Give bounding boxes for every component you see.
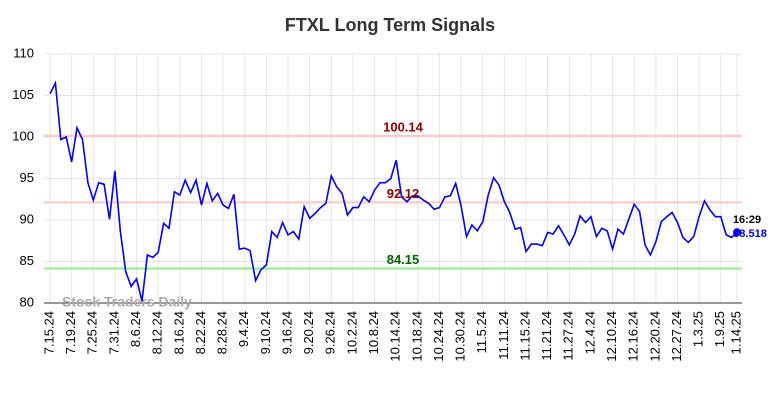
x-tick-label: 8.16.24 [171, 311, 186, 354]
price-line [49, 80, 738, 302]
x-tick-label: 12.10.24 [604, 311, 619, 362]
chart-title: FTXL Long Term Signals [285, 15, 495, 35]
y-tick-label: 80 [20, 294, 34, 309]
x-tick-label: 10.14.24 [388, 311, 403, 362]
x-tick-label: 11.11.24 [496, 311, 511, 360]
x-tick-label: 12.20.24 [647, 311, 662, 362]
threshold-label: 84.15 [387, 252, 420, 267]
x-tick-label: 12.16.24 [626, 311, 641, 362]
x-tick-label: 10.8.24 [366, 311, 381, 354]
y-tick-label: 110 [13, 45, 34, 60]
x-tick-label: 11.15.24 [517, 311, 532, 361]
x-tick-label: 10.30.24 [453, 311, 468, 362]
x-tick-label: 8.28.24 [215, 311, 230, 354]
x-tick-label: 9.16.24 [279, 311, 294, 354]
y-tick-label: 105 [12, 87, 34, 102]
last-time: 16:29 [733, 214, 761, 226]
y-tick-label: 100 [12, 128, 34, 143]
x-tick-label: 12.27.24 [669, 311, 684, 362]
x-tick-label: 7.15.24 [41, 311, 56, 354]
last-value: 88.518 [733, 228, 767, 240]
y-tick-label: 90 [20, 211, 34, 226]
x-tick-label: 10.24.24 [431, 311, 446, 362]
x-tick-label: 9.4.24 [236, 311, 251, 347]
x-tick-label: 11.27.24 [561, 311, 576, 361]
x-tick-label: 7.31.24 [106, 311, 121, 354]
x-tick-label: 1.9.25 [712, 311, 727, 347]
watermark: Stock Traders Daily [62, 294, 192, 310]
x-tick-label: 7.25.24 [85, 311, 100, 354]
threshold-label: 100.14 [383, 119, 424, 134]
x-tick-label: 9.10.24 [258, 311, 273, 354]
y-tick-label: 95 [20, 170, 34, 185]
x-tick-label: 10.2.24 [344, 311, 359, 354]
y-tick-label: 85 [20, 253, 34, 268]
x-tick-label: 9.20.24 [301, 311, 316, 354]
x-tick-label: 10.18.24 [409, 311, 424, 362]
x-tick-label: 8.22.24 [193, 311, 208, 354]
threshold-label: 92.12 [387, 186, 420, 201]
x-tick-label: 11.21.24 [539, 311, 554, 361]
last-point [733, 228, 741, 237]
x-tick-label: 9.26.24 [323, 311, 338, 354]
x-tick-label: 8.6.24 [128, 311, 143, 347]
x-tick-label: 1.14.25 [728, 311, 743, 354]
x-tick-label: 12.4.24 [582, 311, 597, 354]
x-tick-label: 1.3.25 [691, 311, 706, 347]
x-tick-label: 8.12.24 [150, 311, 165, 354]
x-tick-label: 11.5.24 [474, 311, 489, 353]
x-tick-label: 7.19.24 [63, 311, 78, 354]
